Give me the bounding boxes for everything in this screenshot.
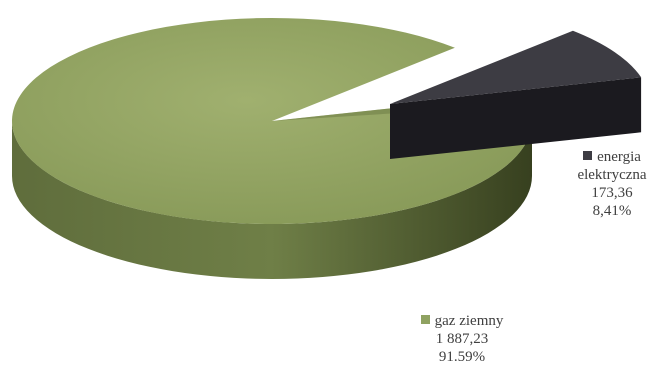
slice-name-line2-energia-elektryczna: elektryczna	[577, 167, 647, 183]
slice-top-gaz-ziemny	[11, 18, 532, 225]
label-energia-elektryczna: energia elektryczna 173,36 8,41%	[560, 148, 664, 220]
slice-side-gaz-ziemny	[12, 121, 532, 279]
slice-value-gaz-ziemny: 1 887,23	[435, 331, 489, 347]
legend-swatch-energia-elektryczna	[583, 151, 593, 160]
slice-percent-gaz-ziemny: 91.59%	[438, 349, 486, 365]
slice-value-energia-elektryczna: 173,36	[591, 185, 633, 201]
slice-percent-energia-elektryczna: 8,41%	[592, 203, 632, 219]
legend-swatch-gaz-ziemny	[420, 315, 430, 324]
slice-name-line1-energia-elektryczna: energia	[597, 149, 641, 165]
slice-energia-elektryczna	[390, 30, 642, 159]
label-gaz-ziemny: gaz ziemny 1 887,23 91.59%	[412, 312, 512, 366]
slice-face-energia-elektryczna	[390, 77, 642, 159]
slice-name-gaz-ziemny: gaz ziemny	[434, 313, 504, 329]
slice-top-energia-elektryczna	[390, 30, 642, 104]
